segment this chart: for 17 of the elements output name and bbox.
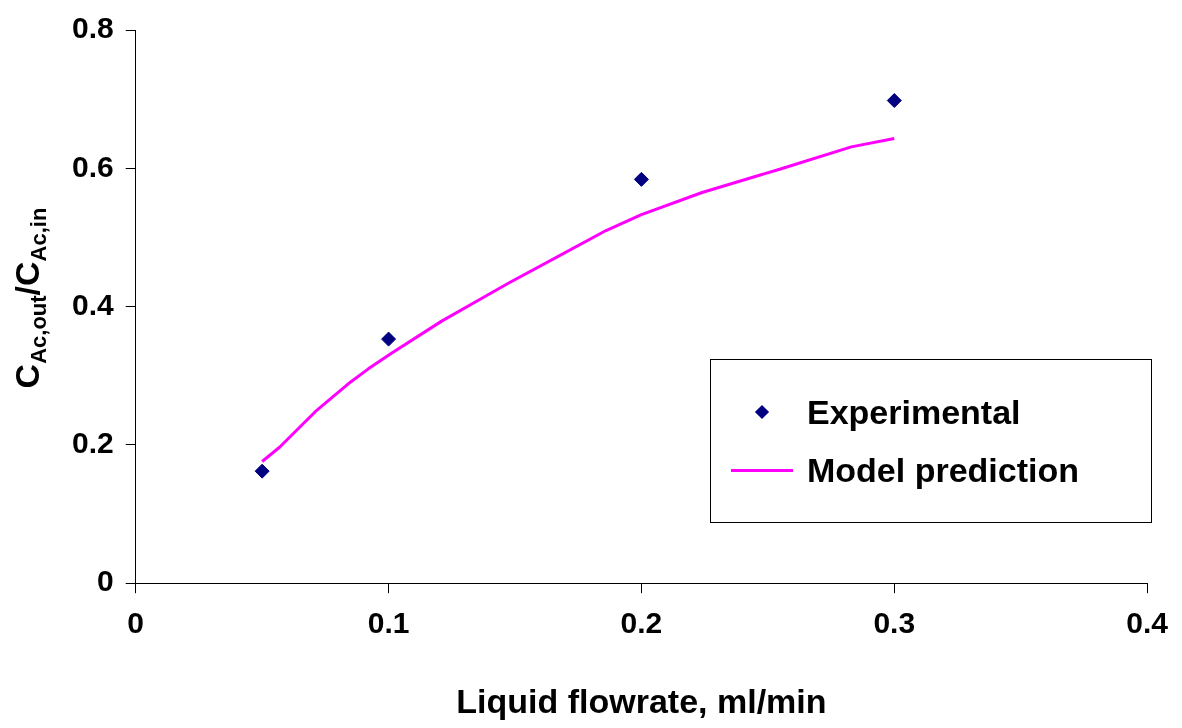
legend-label: Model prediction — [807, 450, 1079, 490]
x-tick-label: 0.4 — [1126, 606, 1169, 640]
y-tick-label: 0.6 — [71, 149, 114, 183]
y-tick-label: 0.4 — [71, 287, 114, 321]
point — [633, 171, 649, 187]
point — [254, 463, 270, 479]
point — [381, 331, 397, 347]
x-tick-label: 0.2 — [620, 606, 663, 640]
legend-label: Experimental — [807, 392, 1021, 432]
y-tick-label: 0.8 — [71, 11, 114, 45]
y-tick-label: 0.2 — [71, 426, 114, 460]
x-axis-title: Liquid flowrate, ml/min — [456, 681, 827, 720]
x-tick-label: 0 — [127, 606, 145, 640]
x-tick-label: 0.3 — [873, 606, 916, 640]
y-tick-label: 0 — [97, 564, 114, 598]
point — [886, 93, 902, 109]
x-tick-label: 0.1 — [367, 606, 410, 640]
